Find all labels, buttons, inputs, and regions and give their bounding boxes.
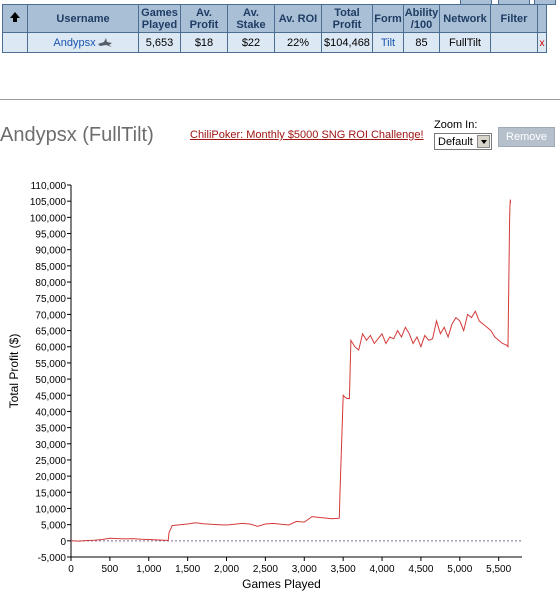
- header-av-profit[interactable]: Av. Profit: [180, 4, 228, 33]
- x-tick-label: 0: [68, 564, 74, 575]
- header-network[interactable]: Network: [439, 4, 491, 33]
- y-tick-label: 60,000: [35, 343, 66, 354]
- x-tick-group: 0 500 1,000 1,500 2,000 2,500 3,000 3,500 4,000 4…: [68, 557, 512, 575]
- x-tick-label: 500: [102, 564, 119, 575]
- close-cell: x: [537, 32, 547, 53]
- header-ability-line2: /100: [410, 18, 433, 31]
- y-tick-label: 5,000: [41, 521, 66, 532]
- y-tick-label: 15,000: [35, 488, 66, 499]
- y-axis-label: Total Profit ($): [7, 334, 21, 409]
- y-tick-label: 90,000: [35, 246, 66, 257]
- x-tick-label: 4,000: [370, 564, 395, 575]
- zoom-label: Zoom In:: [434, 119, 478, 131]
- header-total-profit-line2: Profit: [332, 18, 362, 31]
- form-cell: Tilt: [372, 32, 404, 53]
- y-tick-label: 110,000: [31, 181, 67, 192]
- games-played-value: 5,653: [138, 32, 181, 53]
- stats-table: Username Games Played Av. Profit Av. Sta…: [2, 4, 547, 53]
- y-tick-label: 75,000: [35, 294, 66, 305]
- header-av-stake[interactable]: Av. Stake: [227, 4, 275, 33]
- x-tick-label: 5,000: [447, 564, 472, 575]
- y-tick-label: 10,000: [35, 504, 66, 515]
- chevron-down-icon[interactable]: [477, 135, 490, 148]
- username-link[interactable]: Andypsx: [53, 36, 96, 49]
- header-total-profit[interactable]: Total Profit: [321, 4, 373, 33]
- y-tick-label: 85,000: [35, 262, 66, 273]
- username-cell: Andypsx: [27, 32, 139, 53]
- header-total-profit-line1: Total: [334, 6, 360, 19]
- series-group: [70, 199, 512, 542]
- zoom-select-value: Default: [438, 136, 473, 148]
- header-games-played-line2: Played: [141, 18, 178, 31]
- series-line: [70, 199, 512, 542]
- total-profit-value: $104,468: [321, 32, 373, 53]
- y-tick-label: 25,000: [35, 456, 66, 467]
- row-blank-cell: [2, 32, 28, 53]
- av-stake-value: $22: [227, 32, 275, 53]
- x-tick-label: 3,000: [292, 564, 317, 575]
- table-row: Andypsx 5,653 $18 $22 22% $104,468 Tilt …: [2, 32, 547, 53]
- y-tick-label: 0: [60, 537, 66, 548]
- sort-column-header[interactable]: [2, 4, 28, 33]
- y-tick-label: 95,000: [35, 230, 66, 241]
- header-form[interactable]: Form: [372, 4, 404, 33]
- y-tick-label: 65,000: [35, 327, 66, 338]
- header-av-profit-line2: Profit: [189, 18, 219, 31]
- x-tick-label: 3,500: [331, 564, 356, 575]
- remove-button[interactable]: Remove: [498, 127, 555, 147]
- av-roi-value: 22%: [274, 32, 322, 53]
- y-tick-label: 45,000: [35, 391, 66, 402]
- y-tick-label: -5,000: [38, 553, 67, 564]
- y-tick-label: 40,000: [35, 407, 66, 418]
- y-tick-label: 70,000: [35, 310, 66, 321]
- y-tick-label: 55,000: [35, 359, 66, 370]
- y-tick-label: 100,000: [30, 213, 67, 224]
- shark-icon: [97, 38, 112, 48]
- y-tick-label: 20,000: [35, 472, 66, 483]
- header-filter[interactable]: Filter: [490, 4, 538, 33]
- y-tick-label: 35,000: [35, 424, 66, 435]
- header-av-stake-line1: Av.: [243, 6, 259, 19]
- av-profit-value: $18: [180, 32, 228, 53]
- header-games-played[interactable]: Games Played: [138, 4, 181, 33]
- promo-link[interactable]: ChiliPoker: Monthly $5000 SNG ROI Challe…: [190, 129, 424, 141]
- x-tick-label: 2,500: [253, 564, 278, 575]
- x-tick-label: 5,500: [486, 564, 511, 575]
- filter-cell: [490, 32, 538, 53]
- divider: [0, 99, 560, 100]
- x-tick-label: 2,000: [214, 564, 239, 575]
- x-tick-label: 1,000: [136, 564, 161, 575]
- zoom-select[interactable]: Default: [434, 133, 492, 150]
- up-arrow-icon[interactable]: [9, 11, 21, 23]
- profit-chart: -5,00005,00010,00015,00020,00025,00030,0…: [7, 181, 522, 591]
- ability-value: 85: [403, 32, 440, 53]
- header-av-stake-line2: Stake: [236, 18, 266, 31]
- player-title: Andypsx (FullTilt): [0, 124, 154, 146]
- header-av-profit-line1: Av.: [196, 6, 212, 19]
- header-ability-line1: Ability: [404, 6, 439, 19]
- x-tick-label: 4,500: [408, 564, 433, 575]
- network-value: FullTilt: [439, 32, 491, 53]
- y-tick-label: 80,000: [35, 278, 66, 289]
- x-tick-label: 1,500: [175, 564, 200, 575]
- header-games-played-line1: Games: [141, 6, 178, 19]
- stats-header-row: Username Games Played Av. Profit Av. Sta…: [2, 4, 547, 33]
- chart-axes: [70, 185, 522, 558]
- y-tick-label: 105,000: [30, 197, 67, 208]
- header-extra: [537, 4, 547, 33]
- x-axis-label: Games Played: [242, 577, 321, 591]
- close-icon[interactable]: x: [539, 37, 545, 49]
- form-link[interactable]: Tilt: [380, 36, 396, 49]
- y-tick-label: 30,000: [35, 440, 66, 451]
- header-ability[interactable]: Ability /100: [403, 4, 440, 33]
- header-av-roi[interactable]: Av. ROI: [274, 4, 322, 33]
- y-tick-label: 50,000: [35, 375, 66, 386]
- y-tick-group: -5,000 0 5,000 10,000 15,000 20,000 25,000 30,0…: [30, 181, 71, 564]
- header-username[interactable]: Username: [27, 4, 139, 33]
